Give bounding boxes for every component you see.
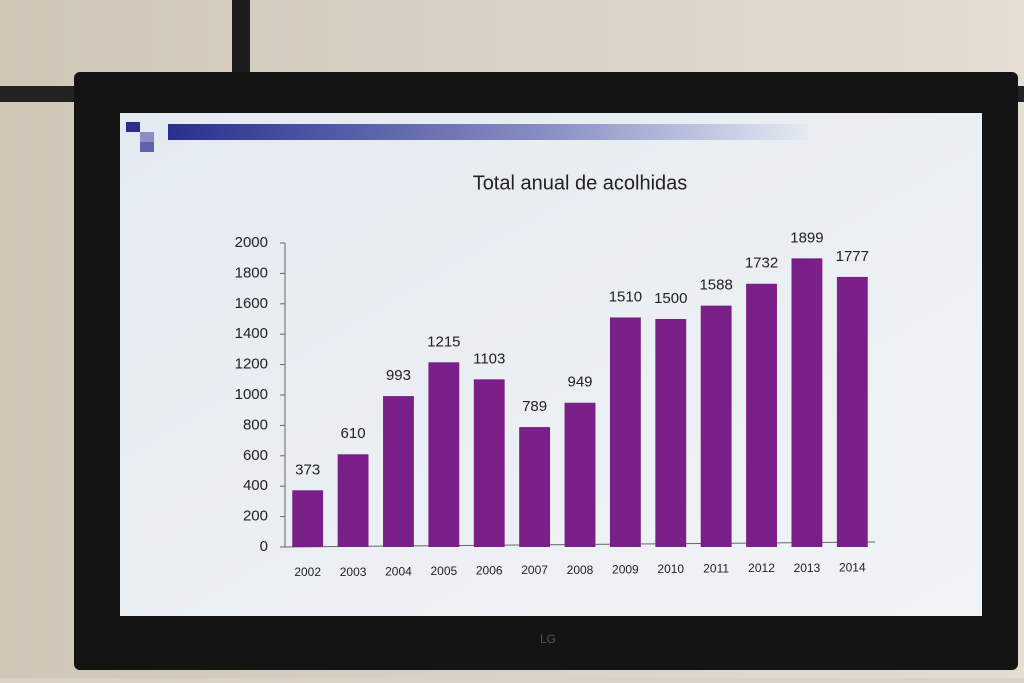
x-tick-label: 2008 [567,563,594,577]
bar [609,317,641,547]
x-tick-label: 2009 [612,562,639,576]
y-tick-label: 1000 [235,386,268,403]
data-label: 1215 [427,333,460,350]
data-label: 1732 [745,255,778,272]
data-label: 1777 [836,248,869,265]
bar [700,305,732,547]
x-tick-label: 2012 [748,561,775,575]
y-tick-label: 1200 [235,356,268,373]
bar [337,454,369,547]
bar [791,258,823,547]
x-tick-label: 2010 [657,562,684,576]
deco-square [126,122,140,132]
y-tick-label: 1800 [235,264,268,281]
x-tick-label: 2002 [294,565,321,579]
bar [519,427,551,547]
x-tick-label: 2003 [340,565,367,579]
data-label: 1103 [473,350,505,367]
data-label: 949 [567,374,592,391]
x-tick-label: 2006 [476,564,503,578]
y-tick-label: 1400 [235,325,268,342]
bar [746,283,777,547]
y-tick-label: 1600 [235,295,268,312]
header-band [168,124,808,140]
x-tick-label: 2011 [703,562,729,576]
bar [655,319,687,547]
deco-square [140,142,154,152]
bar [473,379,505,547]
x-tick-label: 2007 [521,563,548,577]
data-label: 1510 [609,288,642,305]
data-label: 1500 [654,290,687,307]
data-label: 373 [295,461,320,478]
x-tick-label: 2004 [385,564,412,578]
x-tick-label: 2014 [839,560,866,574]
y-tick-label: 0 [260,538,268,555]
bar [564,402,596,547]
x-tick-label: 2013 [794,561,821,575]
y-tick-label: 800 [243,416,268,433]
y-tick-label: 600 [243,447,268,464]
data-label: 1899 [790,229,823,246]
bar [428,362,460,547]
x-tick-label: 2005 [430,564,457,578]
data-label: 1588 [699,277,732,294]
deco-square [140,132,154,142]
y-tick-label: 2000 [235,234,268,251]
y-tick-label: 200 [243,508,268,525]
bar [292,490,324,547]
chart-title: Total anual de acolhidas [473,172,688,194]
data-label: 789 [522,398,547,415]
y-tick-label: 400 [243,477,268,494]
data-label: 993 [386,367,411,384]
data-label: 610 [341,425,366,442]
tv-brand: LG [540,632,556,646]
bar [383,396,414,547]
bar [836,276,868,547]
wall-strip [232,0,250,80]
